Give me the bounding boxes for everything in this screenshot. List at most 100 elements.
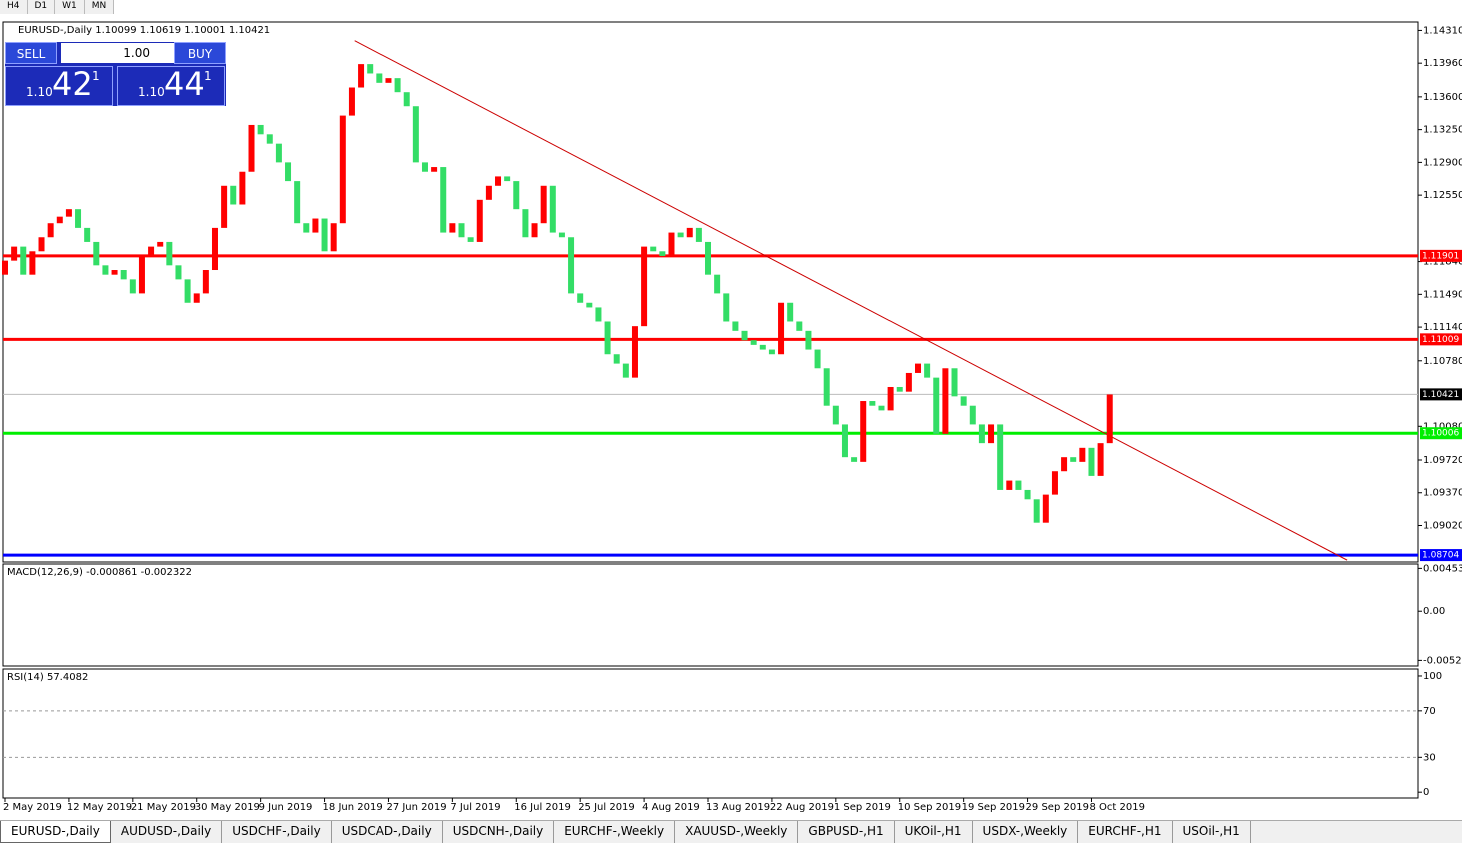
candle-body bbox=[303, 223, 310, 233]
timeframe-button[interactable]: MN bbox=[85, 0, 115, 14]
chart-tab[interactable]: EURCHF-,H1 bbox=[1078, 821, 1173, 843]
bid-frac: 1 bbox=[92, 69, 100, 83]
candle-body bbox=[47, 223, 54, 238]
candle-body bbox=[677, 232, 684, 238]
level-label: 1.11009 bbox=[1422, 335, 1459, 345]
candle-body bbox=[723, 293, 730, 322]
candle-body bbox=[1097, 443, 1104, 476]
candle-body bbox=[476, 199, 483, 242]
chart-title: EURUSD-,Daily 1.10099 1.10619 1.10001 1.… bbox=[18, 25, 270, 36]
chart-tab[interactable]: USDCAD-,Daily bbox=[332, 821, 443, 843]
candle-body bbox=[275, 143, 282, 163]
candle-body bbox=[887, 386, 894, 411]
y-tick-label: 1.09720 bbox=[1423, 455, 1462, 466]
macd-tick-label: -0.005205 bbox=[1423, 655, 1462, 666]
chart-tab[interactable]: GBPUSD-,H1 bbox=[798, 821, 895, 843]
candle-body bbox=[120, 270, 127, 280]
candle-body bbox=[577, 293, 584, 303]
x-tick-label: 13 Aug 2019 bbox=[706, 802, 770, 813]
candle-body bbox=[814, 349, 821, 369]
macd-tick-label: 0.004536 bbox=[1423, 563, 1462, 574]
candle-body bbox=[613, 354, 620, 364]
candle-body bbox=[157, 241, 164, 247]
candle-body bbox=[595, 307, 602, 322]
chart: EURUSD-,Daily 1.10099 1.10619 1.10001 1.… bbox=[2, 21, 1462, 813]
bid-quote[interactable]: 1.10 42 1 bbox=[5, 65, 113, 106]
main-pane bbox=[2, 21, 1419, 563]
ask-quote[interactable]: 1.10 44 1 bbox=[117, 65, 225, 106]
candle-body bbox=[56, 216, 63, 224]
candle-body bbox=[522, 209, 529, 238]
candle-body bbox=[1051, 471, 1058, 495]
x-tick-label: 18 Jun 2019 bbox=[323, 802, 383, 813]
candle-body bbox=[558, 232, 565, 238]
chart-tabs: EURUSD-,Daily AUDUSD-,Daily USDCHF-,Daily U… bbox=[0, 820, 1462, 843]
candle-body bbox=[394, 78, 401, 93]
sell-button[interactable]: SELL bbox=[5, 42, 57, 64]
y-tick-label: 1.10080 bbox=[1423, 421, 1462, 432]
candle-body bbox=[540, 185, 547, 224]
candle-body bbox=[513, 181, 520, 210]
candle-body bbox=[211, 227, 218, 271]
chart-tab[interactable]: USDCHF-,Daily bbox=[222, 821, 332, 843]
chart-tab[interactable]: EURCHF-,Weekly bbox=[554, 821, 676, 843]
chart-tab[interactable]: EURUSD-,Daily bbox=[0, 821, 111, 843]
rsi-pane bbox=[2, 668, 1419, 799]
timeframe-button[interactable]: H4 bbox=[0, 0, 28, 14]
candle-body bbox=[75, 209, 82, 228]
candle-body bbox=[321, 218, 328, 252]
x-tick-label: 10 Sep 2019 bbox=[898, 802, 961, 813]
candle-body bbox=[787, 302, 794, 322]
macd-tick-label: 0.00 bbox=[1423, 606, 1445, 617]
candle-body bbox=[257, 124, 264, 135]
buy-button[interactable]: BUY bbox=[174, 42, 226, 64]
candle-body bbox=[504, 176, 511, 182]
candle-body bbox=[1106, 394, 1113, 444]
candle-body bbox=[933, 377, 940, 434]
candle-body bbox=[631, 326, 638, 378]
candle-body bbox=[997, 424, 1004, 490]
candle-body bbox=[2, 260, 8, 275]
candle-body bbox=[312, 218, 319, 233]
candle-body bbox=[668, 232, 675, 256]
candle-body bbox=[1079, 447, 1086, 462]
macd-label: MACD(12,26,9) -0.000861 -0.002322 bbox=[7, 567, 192, 578]
y-tick-label: 1.12550 bbox=[1423, 190, 1462, 201]
x-tick-label: 30 May 2019 bbox=[195, 802, 260, 813]
chart-tab[interactable]: USOil-,H1 bbox=[1173, 821, 1251, 843]
x-tick-label: 16 Jul 2019 bbox=[514, 802, 571, 813]
y-tick-label: 1.12900 bbox=[1423, 157, 1462, 168]
candle-body bbox=[1042, 494, 1049, 523]
rsi-tick-label: 30 bbox=[1423, 752, 1436, 763]
candle-body bbox=[905, 372, 912, 392]
candle-body bbox=[330, 223, 337, 252]
candle-body bbox=[650, 246, 657, 252]
chart-tab[interactable]: UKOil-,H1 bbox=[895, 821, 973, 843]
candle-body bbox=[924, 363, 931, 378]
candle-body bbox=[431, 167, 438, 172]
bid-big: 1.10 bbox=[26, 85, 53, 99]
ask-pips: 44 bbox=[164, 65, 205, 103]
x-tick-label: 21 May 2019 bbox=[131, 802, 196, 813]
x-tick-label: 27 Jun 2019 bbox=[386, 802, 446, 813]
chart-tab[interactable]: USDCNH-,Daily bbox=[443, 821, 555, 843]
candle-body bbox=[193, 293, 200, 303]
chart-tab[interactable]: AUDUSD-,Daily bbox=[111, 821, 223, 843]
rsi-label: RSI(14) 57.4082 bbox=[7, 672, 88, 683]
chart-tab[interactable]: XAUUSD-,Weekly bbox=[675, 821, 799, 843]
timeframe-button[interactable]: W1 bbox=[55, 0, 85, 14]
candle-body bbox=[823, 368, 830, 406]
candle-body bbox=[778, 302, 785, 355]
timeframe-button[interactable]: D1 bbox=[28, 0, 56, 14]
rsi-tick-label: 0 bbox=[1423, 787, 1429, 798]
timeframe-bar: H4 D1 W1 MN bbox=[0, 0, 115, 14]
candle-body bbox=[714, 274, 721, 294]
level-label: 1.08704 bbox=[1422, 551, 1459, 561]
y-tick-label: 1.13250 bbox=[1423, 125, 1462, 136]
candle-body bbox=[604, 321, 611, 355]
candle-body bbox=[11, 246, 18, 261]
lot-input[interactable]: 1.00 bbox=[61, 43, 174, 63]
chart-tab[interactable]: USDX-,Weekly bbox=[973, 821, 1079, 843]
candle-body bbox=[531, 223, 538, 238]
